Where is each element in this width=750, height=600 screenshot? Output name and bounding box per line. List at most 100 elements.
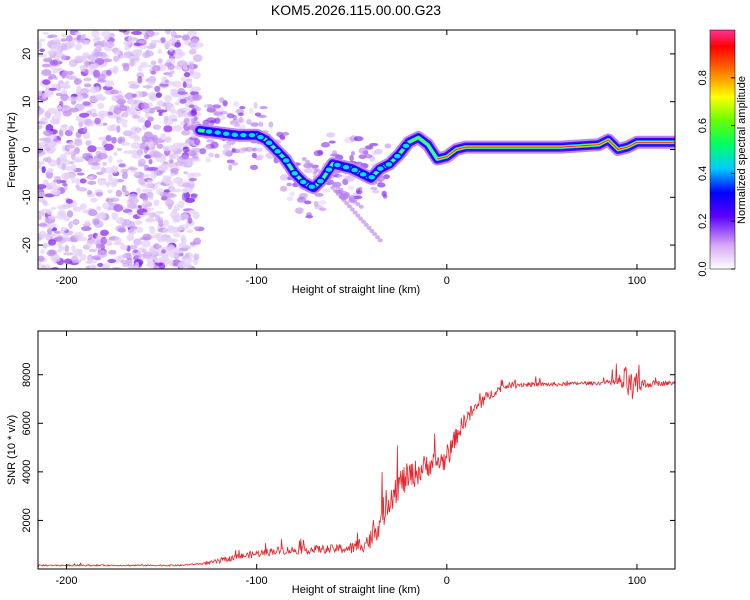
spectrogram-noise-blob	[97, 103, 105, 110]
spectrogram-noise-blob	[110, 165, 119, 174]
snr-frame	[37, 330, 676, 570]
spectrogram-noise-blob	[163, 257, 169, 266]
spectrogram-noise-blob	[144, 50, 154, 57]
spectrogram-y-axis-label: Frequency (Hz)	[6, 112, 18, 188]
spectrogram-noise-blob	[382, 194, 388, 199]
colorbar-label: Normalized spectral amplitude	[736, 76, 748, 224]
spectrogram-noise-blob	[60, 33, 68, 38]
spectrogram-noise-blob	[206, 138, 215, 143]
spectrogram-noise-blob	[57, 205, 67, 210]
spectrogram-noise-blob	[142, 200, 148, 206]
spectrogram-noise-blob	[102, 161, 107, 166]
spectrogram-noise-blob	[207, 104, 213, 109]
spectrogram-noise-blob	[89, 95, 100, 103]
spectrogram-noise-blob	[83, 77, 92, 82]
spectrogram-noise-blob	[153, 265, 161, 269]
spectrogram-noise-blob	[233, 101, 240, 107]
spectrogram-noise-blob	[172, 226, 182, 233]
spectrogram-noise-blob	[181, 129, 191, 136]
spectrogram-noise-blob	[176, 60, 188, 68]
spectrogram-noise-blob	[40, 248, 45, 255]
spectrogram-noise-blob	[369, 142, 379, 147]
spectrogram-noise-blob	[116, 98, 127, 105]
spectrogram-noise-blob	[64, 41, 75, 49]
spectrogram-noise-blob	[42, 31, 50, 36]
spectrogram-noise-blob	[113, 67, 118, 75]
spectrogram-noise-blob	[82, 152, 90, 160]
spectrogram-noise-blob	[193, 253, 200, 261]
spectrogram-noise-blob	[111, 94, 117, 102]
spectrogram-noise-blob	[51, 69, 59, 74]
spectrogram-noise-blob	[83, 83, 92, 88]
spectrogram-noise-blob	[279, 134, 286, 140]
spectrogram-noise-blob	[177, 261, 187, 269]
spectrogram-noise-blob	[151, 134, 158, 142]
spectrogram-noise-blob	[60, 93, 69, 102]
spectrogram-noise-blob	[54, 118, 60, 124]
spectrogram-noise-blob	[133, 134, 141, 142]
spectrogram-noise-blob	[146, 179, 153, 185]
spectrogram-noise-blob	[46, 146, 51, 152]
spectrogram-noise-blob	[43, 130, 53, 136]
spectrogram-noise-blob	[174, 41, 182, 48]
spectrogram-noise-blob	[48, 74, 57, 79]
spectrogram-noise-blob	[233, 121, 240, 127]
spectrogram-streak-blob	[358, 204, 364, 209]
spectrogram-noise-blob	[147, 116, 154, 122]
spectrogram-noise-blob	[259, 106, 268, 110]
spectrogram-noise-blob	[38, 124, 43, 130]
spectrogram-noise-blob	[131, 114, 141, 119]
spectrogram-noise-blob	[72, 206, 83, 212]
spectrogram-noise-blob	[52, 38, 61, 43]
spectrogram-ridge-knot	[212, 128, 223, 137]
spectrogram-noise-blob	[158, 262, 166, 269]
spectrogram-noise-blob	[186, 229, 194, 234]
spectrogram-noise-blob	[75, 178, 81, 185]
spectrogram-noise-blob	[102, 202, 110, 210]
spectrogram-ridge-knot	[238, 131, 249, 139]
spectrogram-noise-blob	[95, 191, 103, 197]
spectrogram-noise-blob	[106, 69, 112, 76]
spectrogram-noise-blob	[38, 255, 45, 262]
spectrogram-noise-blob	[108, 155, 113, 163]
colorbar-tick-label: 0.4	[697, 166, 709, 181]
spectrogram-noise-blob	[136, 149, 144, 156]
spectrogram-noise-blob	[107, 199, 113, 205]
spectrogram-ridge-knot	[375, 164, 386, 173]
spectrogram-y-tick-label: -10	[21, 189, 33, 205]
spectrogram-noise-blob	[53, 230, 61, 234]
spectrogram-noise-blob	[124, 45, 131, 51]
spectrogram-noise-blob	[98, 212, 105, 220]
spectrogram-noise-blob	[97, 136, 109, 141]
spectrogram-noise-blob	[146, 261, 156, 268]
spectrogram-streak-blob	[355, 213, 361, 218]
snr-panel: -200 -100 0 100 2000 4000 6000 8000 Height of s…	[6, 330, 676, 596]
spectrogram-noise-blob	[353, 136, 364, 142]
spectrogram-noise-blob	[231, 147, 236, 153]
spectrogram-ridge-knot	[204, 127, 214, 136]
spectrogram-noise-blob	[137, 247, 146, 252]
spectrogram-noise-blob	[115, 216, 125, 225]
spectrogram-noise-blob	[127, 211, 133, 216]
spectrogram-noise-blob	[212, 104, 221, 109]
spectrogram-noise-blob	[257, 114, 267, 118]
colorbar: 0.0 0.2 0.4 0.6 0.8 Normalized spectral ampl…	[697, 29, 748, 277]
spectrogram-noise-blob	[165, 193, 177, 198]
spectrogram-streak-blob	[341, 190, 347, 195]
spectrogram-ridge-knot	[230, 131, 240, 139]
spectrogram-noise-blob	[114, 236, 122, 244]
spectrogram-noise-blob	[171, 118, 178, 122]
spectrogram-noise-blob	[102, 263, 111, 269]
spectrogram-noise-blob	[142, 212, 151, 216]
spectrogram-noise-blob	[127, 81, 138, 85]
spectrogram-noise-blob	[60, 42, 68, 51]
spectrogram-noise-blob	[237, 124, 246, 130]
spectrogram-streak-blob	[348, 196, 354, 201]
spectrogram-noise-blob	[49, 182, 57, 187]
spectrogram-noise-blob	[38, 191, 46, 198]
spectrogram-y-tick-label: 10	[21, 96, 33, 108]
spectrogram-noise-blob	[160, 37, 166, 44]
spectrogram-noise-blob	[150, 70, 157, 75]
spectrogram-noise-blob	[61, 163, 67, 171]
